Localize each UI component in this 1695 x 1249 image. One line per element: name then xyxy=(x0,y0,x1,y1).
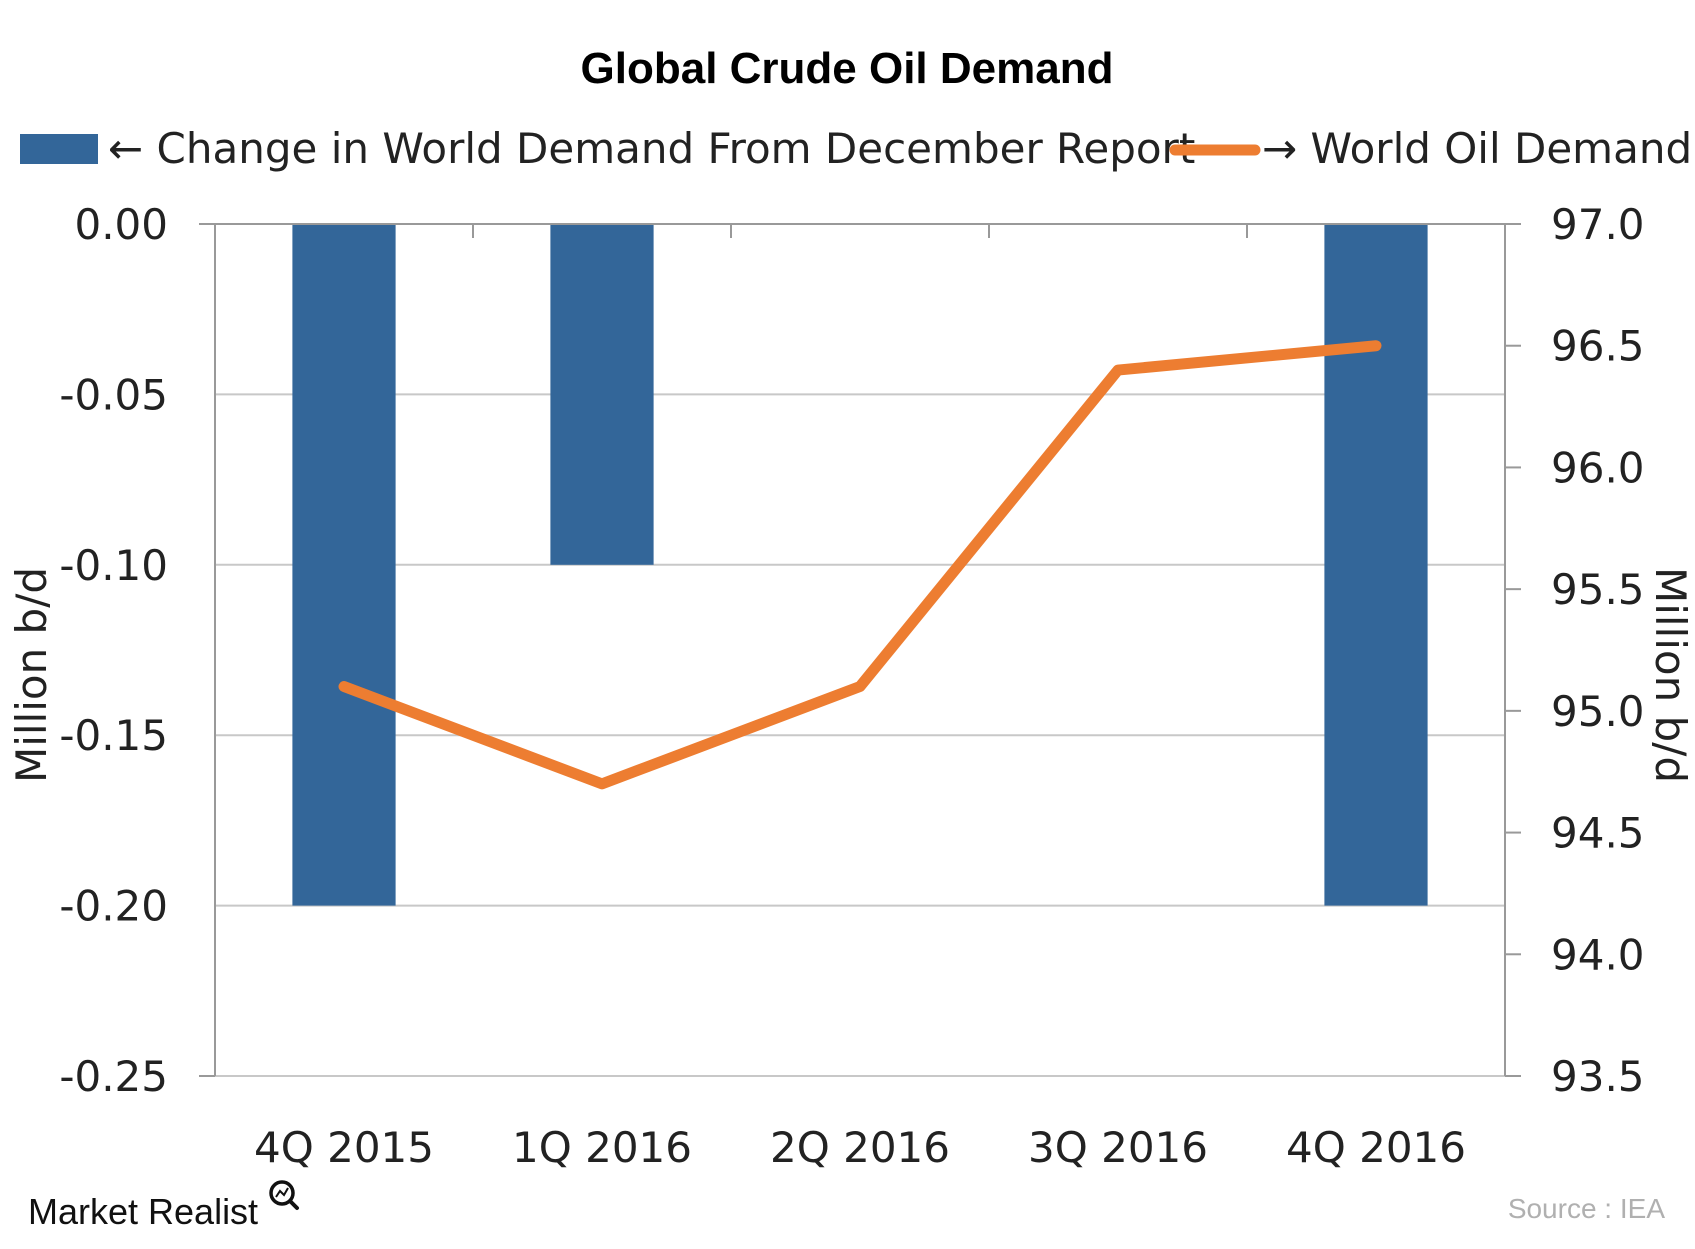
axes xyxy=(199,223,1521,1077)
left-tick-label: -0.10 xyxy=(59,541,168,590)
right-tick-label: 94.0 xyxy=(1551,930,1645,979)
magnifier-chart-icon xyxy=(269,1180,299,1210)
bar xyxy=(1324,224,1428,906)
legend: ← Change in World Demand From December R… xyxy=(20,124,1692,173)
right-axis-ticks: 97.0 96.5 96.0 95.5 95.0 94.5 94.0 93.5 xyxy=(1551,200,1645,1101)
legend-label-bars: ← Change in World Demand From December R… xyxy=(108,124,1195,173)
line-point xyxy=(1117,369,1119,372)
line-point xyxy=(859,685,861,688)
right-tick-label: 96.0 xyxy=(1551,443,1645,492)
right-tick-label: 95.0 xyxy=(1551,687,1645,736)
bar xyxy=(550,224,654,565)
line-point xyxy=(1375,344,1377,347)
x-tick-label: 1Q 2016 xyxy=(512,1123,692,1172)
x-tick-label: 4Q 2015 xyxy=(254,1123,434,1172)
left-axis-title: Million b/d xyxy=(7,567,56,783)
x-tick-label: 2Q 2016 xyxy=(770,1123,950,1172)
x-axis-ticks: 4Q 2015 1Q 2016 2Q 2016 3Q 2016 4Q 2016 xyxy=(254,1123,1466,1172)
right-tick-label: 94.5 xyxy=(1551,809,1645,858)
right-tick-label: 93.5 xyxy=(1551,1052,1645,1101)
left-tick-label: -0.20 xyxy=(59,882,168,931)
right-tick-label: 96.5 xyxy=(1551,322,1645,371)
chart-title: Global Crude Oil Demand xyxy=(581,44,1114,93)
line-point xyxy=(601,782,603,785)
x-tick-label: 4Q 2016 xyxy=(1286,1123,1466,1172)
x-tick-label: 3Q 2016 xyxy=(1028,1123,1208,1172)
left-tick-label: -0.15 xyxy=(59,711,168,760)
left-tick-label: -0.25 xyxy=(59,1052,168,1101)
right-axis-title: Million b/d xyxy=(1646,567,1695,783)
left-axis-ticks: 0.00 -0.05 -0.10 -0.15 -0.20 -0.25 xyxy=(59,200,168,1101)
legend-label-line: → World Oil Demand xyxy=(1262,124,1692,173)
left-tick-label: -0.05 xyxy=(59,370,168,419)
legend-swatch-bars xyxy=(20,134,98,164)
right-tick-label: 97.0 xyxy=(1551,200,1645,249)
logo-text: Market Realist xyxy=(28,1191,258,1232)
logo: Market Realist xyxy=(28,1180,299,1232)
source-note: Source : IEA xyxy=(1508,1193,1666,1224)
line-series xyxy=(338,340,1382,790)
left-tick-label: 0.00 xyxy=(74,200,168,249)
line-point xyxy=(343,685,345,688)
right-tick-label: 95.5 xyxy=(1551,565,1645,614)
bar xyxy=(292,224,396,906)
bar-series xyxy=(292,224,1428,906)
gridlines xyxy=(215,393,1505,1077)
